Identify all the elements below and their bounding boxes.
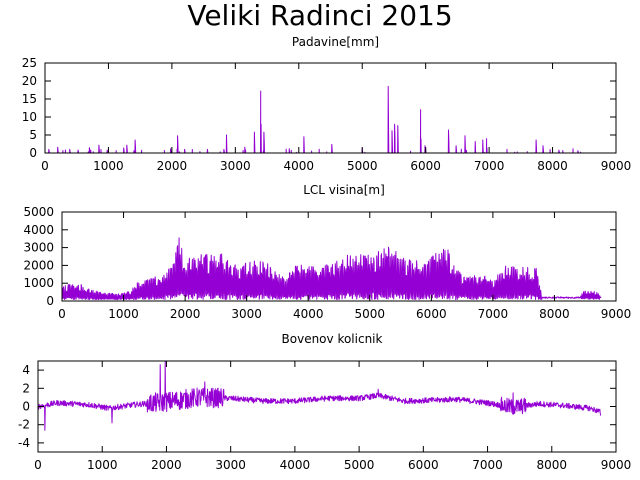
series-line (37, 360, 602, 431)
x-tick-label: 2000 (170, 307, 201, 321)
y-tick-label: 5 (29, 128, 37, 142)
x-tick-label: 0 (34, 458, 42, 472)
x-tick-label: 7000 (472, 458, 503, 472)
x-tick-label: 6000 (416, 307, 447, 321)
x-tick-label: 1000 (93, 159, 124, 173)
x-tick-label: 9000 (601, 458, 632, 472)
y-tick-label: 15 (22, 92, 37, 106)
x-tick-label: 5000 (355, 307, 386, 321)
y-tick-label: 20 (22, 74, 37, 88)
y-tick-label: 0 (29, 146, 37, 160)
x-tick-label: 5000 (347, 159, 378, 173)
panel-3: Bovenov kolicnik 0 1000 2000 3000 4000 5000 600… (18, 332, 631, 472)
panel-1: Padavine[mm] 0 1000 2000 3000 4000 5000 6000 700… (22, 35, 632, 173)
y-tick-label: 0 (46, 294, 54, 308)
y-tick-label: 3000 (23, 241, 54, 255)
x-tick-label: 4000 (280, 458, 311, 472)
x-tick-label: 9000 (601, 307, 632, 321)
y-tick-label: 2 (22, 381, 30, 395)
plot-frame (44, 62, 617, 154)
x-tick-label: 4000 (284, 159, 315, 173)
series-line (61, 237, 602, 301)
x-tick-label: 8000 (537, 458, 568, 472)
x-tick-label: 9000 (601, 159, 632, 173)
y-tick-label: 25 (22, 56, 37, 70)
y-tick-label: 10 (22, 110, 37, 124)
y-tick-label: -2 (18, 418, 30, 432)
panel-title: Padavine[mm] (292, 35, 379, 49)
x-tick-label: 2000 (157, 159, 188, 173)
y-tick-label: 1000 (23, 276, 54, 290)
y-tick-label: 2000 (23, 258, 54, 272)
y-tick-label: 5000 (23, 205, 54, 219)
y-tick-label: 4000 (23, 223, 54, 237)
x-tick-label: 3000 (215, 458, 246, 472)
panel-2: LCL visina[m] 0 1000 2000 3000 4000 5000 6000 70… (23, 183, 631, 321)
x-tick-label: 1000 (87, 458, 118, 472)
figure-title: Veliki Radinci 2015 (187, 0, 452, 32)
x-tick-label: 7000 (478, 307, 509, 321)
x-tick-label: 8000 (537, 159, 568, 173)
panel-title: LCL visina[m] (303, 183, 385, 197)
x-tick-label: 4000 (293, 307, 324, 321)
x-tick-label: 7000 (474, 159, 505, 173)
plot-frame (61, 211, 617, 302)
x-tick-label: 6000 (410, 159, 441, 173)
x-tick-label: 8000 (539, 307, 570, 321)
x-tick-label: 2000 (151, 458, 182, 472)
x-tick-label: 3000 (220, 159, 251, 173)
y-tick-label: 0 (22, 400, 30, 414)
panel-title: Bovenov kolicnik (282, 332, 383, 346)
x-tick-label: 1000 (108, 307, 139, 321)
x-tick-label: 3000 (231, 307, 262, 321)
x-tick-label: 0 (41, 159, 49, 173)
y-tick-label: -4 (18, 436, 30, 450)
series-line (45, 85, 601, 154)
y-tick-label: 4 (22, 363, 30, 377)
x-tick-label: 5000 (344, 458, 375, 472)
x-tick-label: 6000 (408, 458, 439, 472)
x-tick-label: 0 (58, 307, 66, 321)
